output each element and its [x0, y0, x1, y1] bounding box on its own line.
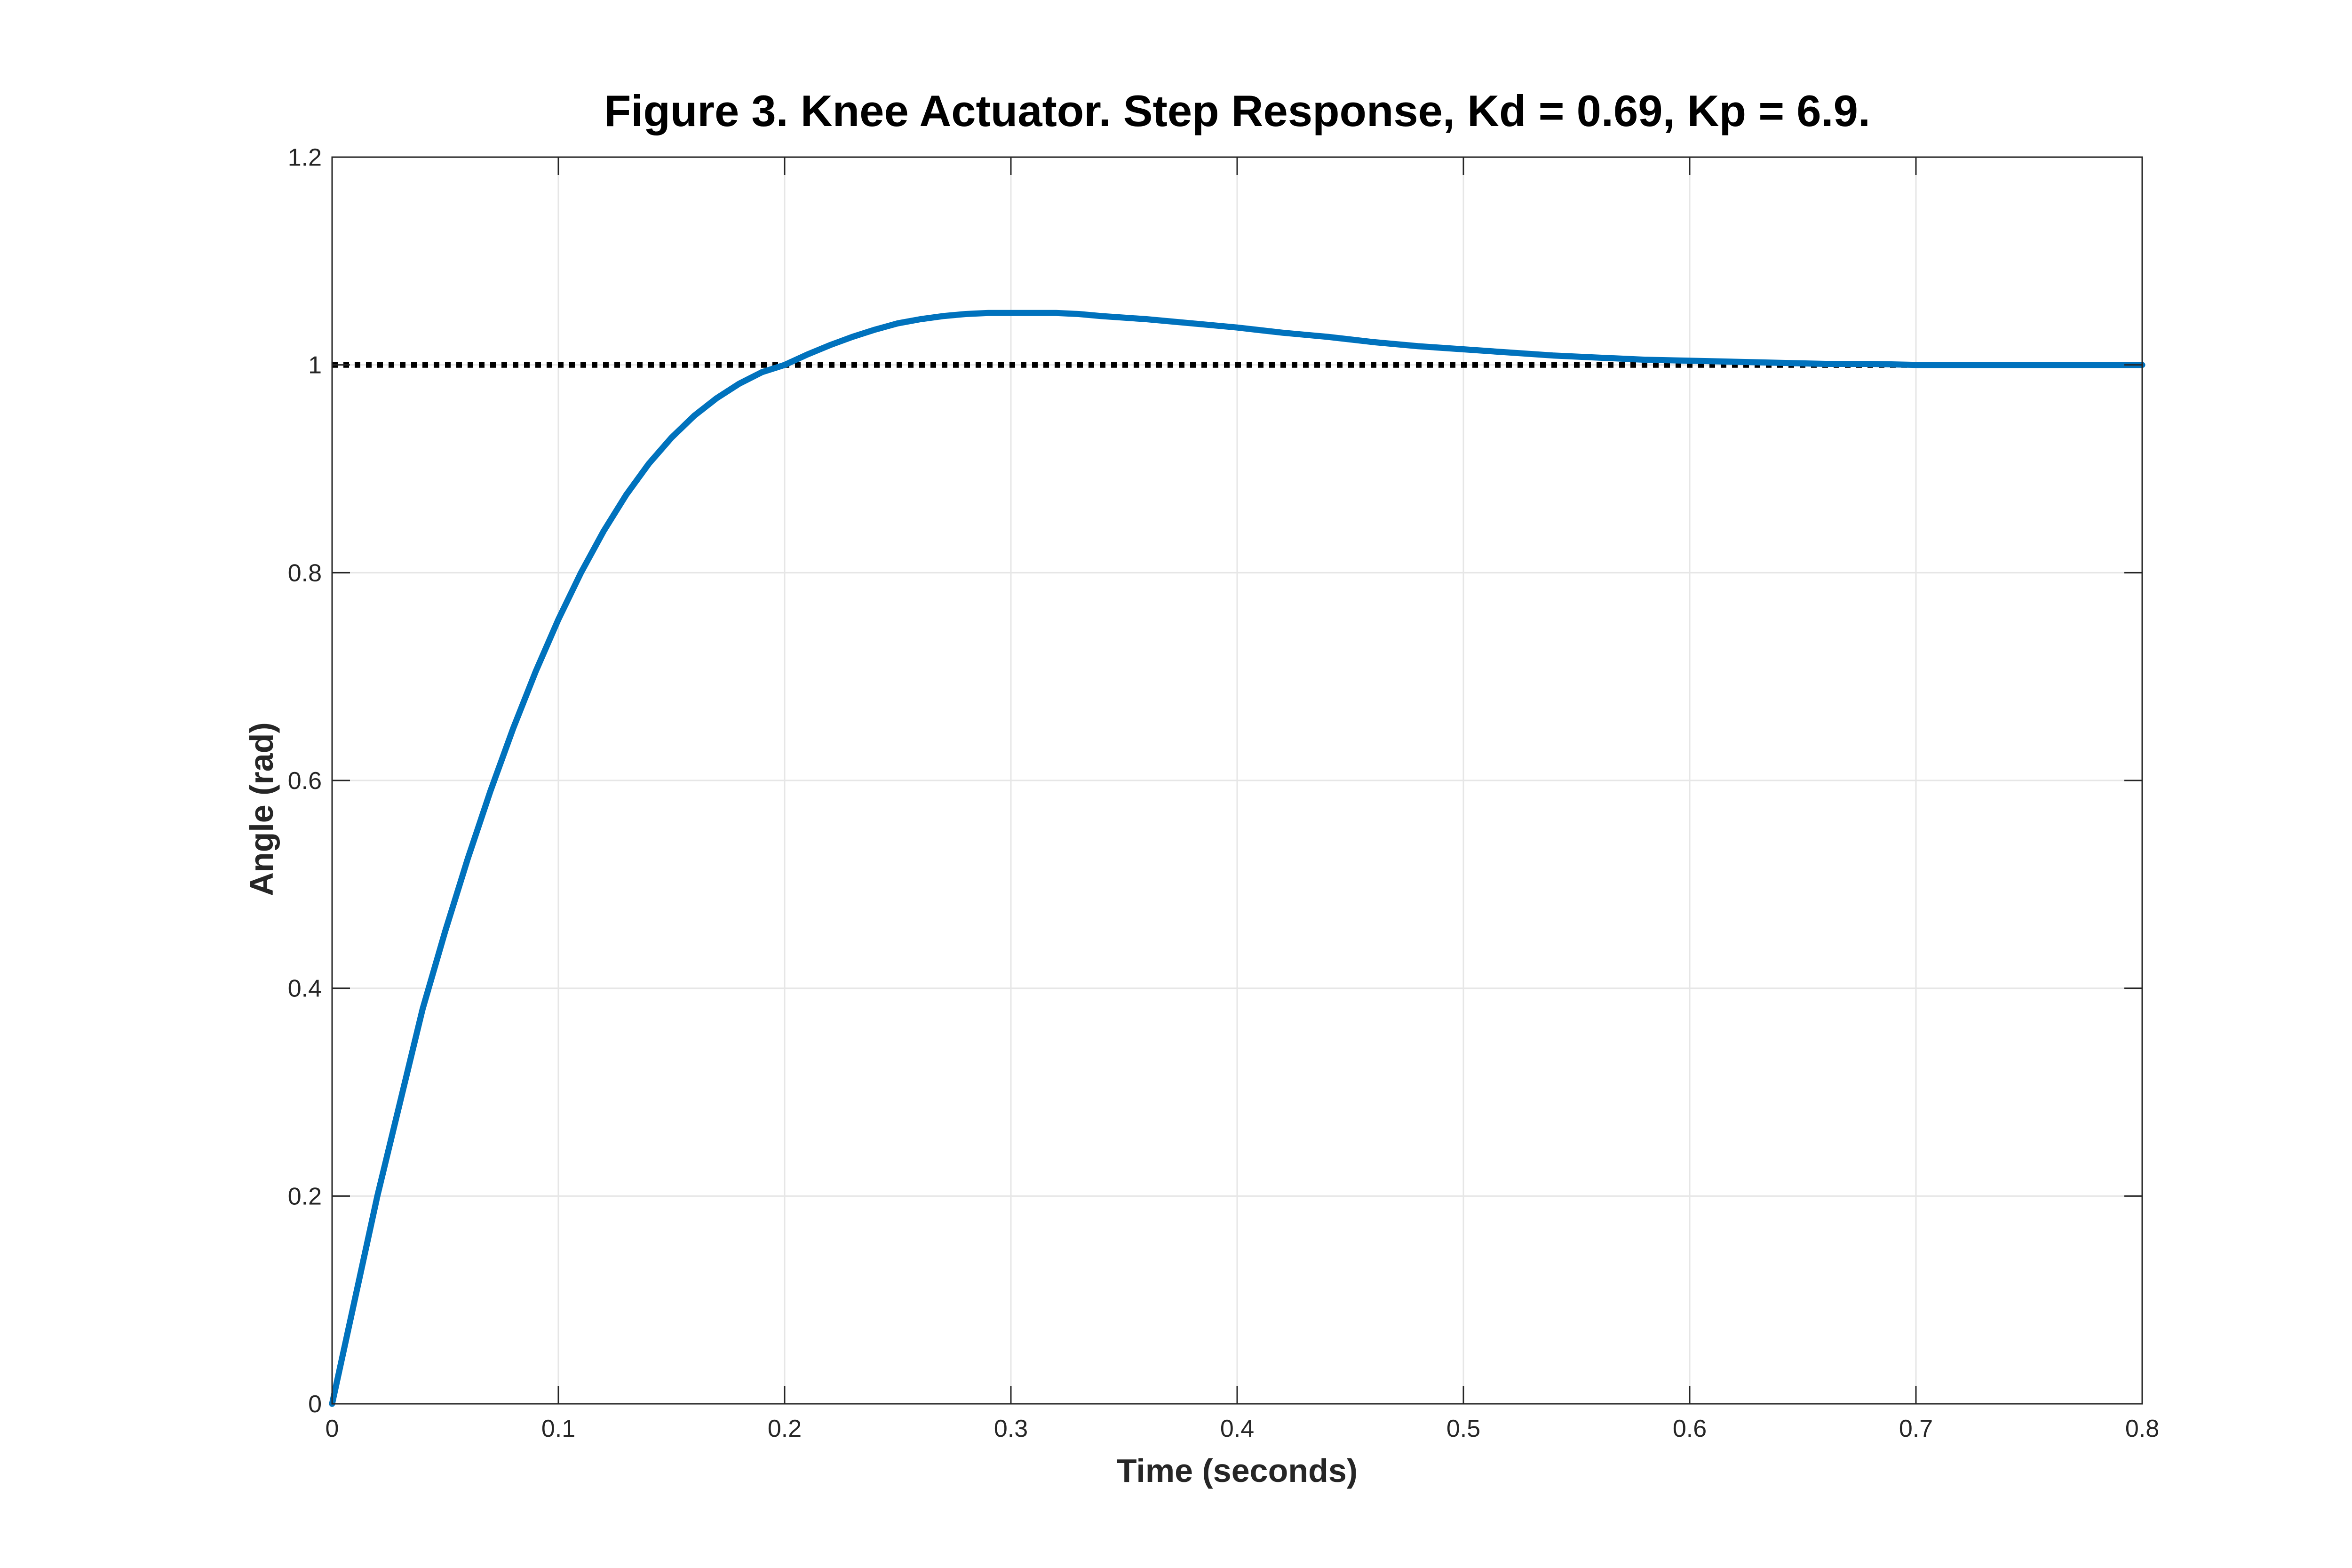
- x-tick-label: 0.8: [2125, 1415, 2159, 1442]
- x-tick-label: 0.2: [768, 1415, 802, 1442]
- x-tick-label: 0.7: [1899, 1415, 1933, 1442]
- x-tick-labels: 0 0.1 0.2 0.3 0.4 0.5 0.6 0.7 0.8: [326, 1415, 2160, 1442]
- tick-marks: [331, 156, 2143, 1405]
- x-tick-label: 0: [326, 1415, 339, 1442]
- y-tick-label: 1: [308, 352, 322, 379]
- y-tick-label: 0.6: [288, 767, 322, 795]
- x-tick-label: 0.6: [1673, 1415, 1707, 1442]
- y-tick-label: 0.4: [288, 975, 322, 1003]
- x-tick-label: 0.1: [541, 1415, 575, 1442]
- x-tick-label: 0.4: [1220, 1415, 1254, 1442]
- response-curve: [329, 310, 2145, 1407]
- chart-title: Figure 3. Knee Actuator. Step Response, …: [604, 86, 1870, 135]
- y-axis-label: Angle (rad): [243, 722, 280, 896]
- grid-lines: [332, 157, 2142, 1404]
- y-tick-label: 0: [308, 1391, 322, 1418]
- y-tick-label: 0.8: [288, 559, 322, 587]
- x-axis-label: Time (seconds): [1117, 1452, 1358, 1489]
- plot-series: [329, 310, 2145, 1407]
- y-tick-label: 0.2: [288, 1183, 322, 1210]
- x-tick-label: 0.5: [1446, 1415, 1480, 1442]
- y-tick-label: 1.2: [288, 144, 322, 171]
- x-tick-label: 0.3: [994, 1415, 1028, 1442]
- y-tick-labels: 0 0.2 0.4 0.6 0.8 1 1.2: [288, 144, 322, 1418]
